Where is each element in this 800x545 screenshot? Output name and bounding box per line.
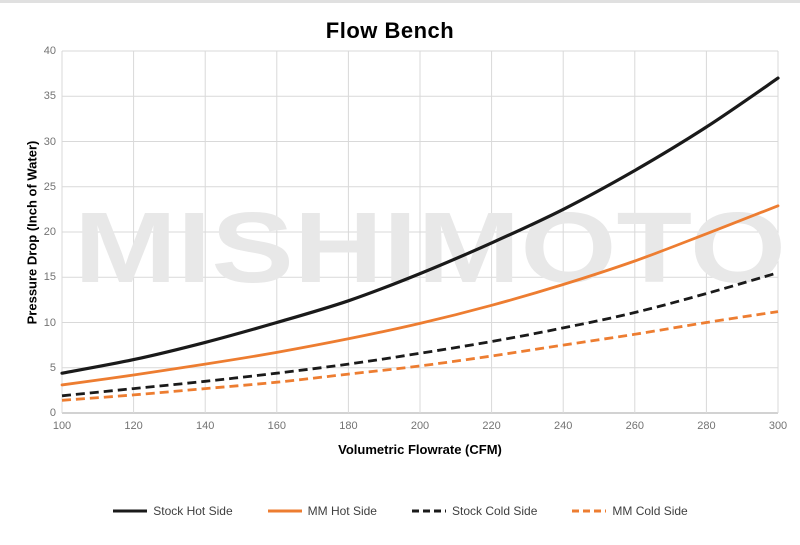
x-axis-title: Volumetric Flowrate (CFM) <box>338 442 502 457</box>
watermark: MISHIMOTO <box>74 192 786 304</box>
gridlines <box>61 50 779 414</box>
x-tick-label: 300 <box>768 420 788 432</box>
legend-line-sample <box>267 509 302 513</box>
y-tick-label: 0 <box>49 407 56 419</box>
series-line-mm-hot-side <box>60 204 780 387</box>
series-lines <box>60 76 780 402</box>
legend-item-stock-hot-side: Stock Hot Side <box>112 504 233 518</box>
x-tick-label: 200 <box>410 420 430 432</box>
x-tick-label: 260 <box>625 420 644 432</box>
x-tick-label: 100 <box>52 420 72 432</box>
legend-line-sample <box>113 509 148 513</box>
y-tick-label: 20 <box>43 226 56 238</box>
y-tick-label: 30 <box>43 135 56 148</box>
legend: Stock Hot Side MM Hot Side Stock Cold Side… <box>0 497 800 525</box>
x-tick-label: 240 <box>554 420 573 432</box>
y-tick-label: 15 <box>43 271 56 284</box>
x-tick-label: 220 <box>482 420 501 432</box>
legend-line-sample <box>411 509 446 513</box>
legend-item-mm-cold-side: MM Cold Side <box>571 504 688 518</box>
series-line-stock-hot-side <box>60 76 780 375</box>
x-tick-label: 120 <box>124 420 143 432</box>
y-tick-label: 40 <box>43 45 56 57</box>
chart-title: Flow Bench <box>325 18 455 43</box>
y-tick-label: 25 <box>43 180 56 193</box>
legend-label: Stock Cold Side <box>451 504 538 518</box>
y-axis-title: Pressure Drop (Inch of Water) <box>24 140 40 325</box>
legend-line-sample <box>572 509 607 513</box>
legend-label: Stock Hot Side <box>153 504 233 518</box>
legend-item-stock-cold-side: Stock Cold Side <box>411 504 537 518</box>
x-tick-label: 160 <box>267 420 286 432</box>
legend-label: MM Cold Side <box>612 504 688 518</box>
x-tick-label: 140 <box>196 420 215 432</box>
y-tick-label: 35 <box>43 90 56 103</box>
legend-item-mm-hot-side: MM Hot Side <box>267 504 377 518</box>
x-tick-label: 180 <box>339 420 358 432</box>
top-border-strip <box>0 0 800 3</box>
legend-label: MM Hot Side <box>307 504 377 518</box>
x-tick-label: 280 <box>697 420 716 432</box>
y-tick-label: 5 <box>49 361 56 374</box>
y-tick-label: 10 <box>43 316 56 329</box>
